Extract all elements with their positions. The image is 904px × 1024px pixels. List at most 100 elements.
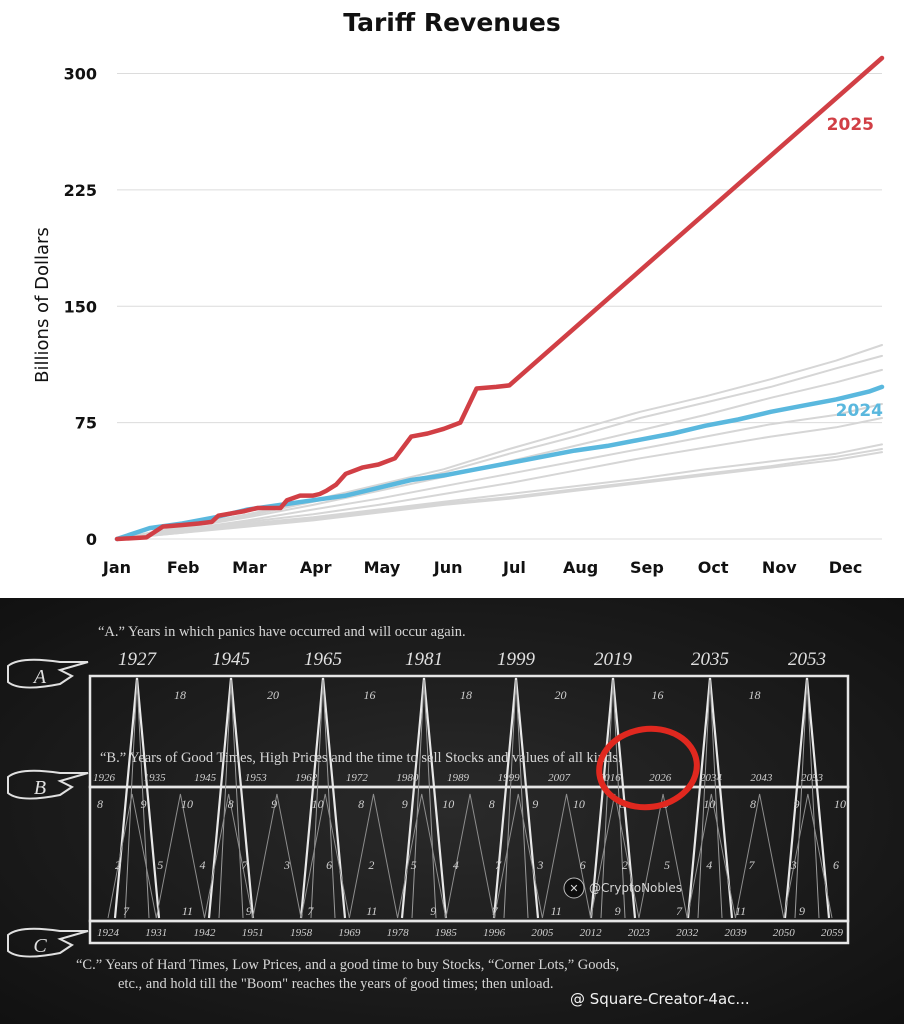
panic-interval: 20 (555, 688, 567, 702)
series-line-2024 (114, 384, 885, 542)
series-line-history (116, 451, 883, 540)
cycle-triangle (204, 793, 254, 919)
chart-panel: 0 75 150 225 300 Jan Feb Mar Apr May Jun Jul Aug Sep O… (32, 8, 885, 577)
inner-number-mid: 6 (580, 858, 586, 872)
hard-year: 1931 (145, 927, 167, 939)
chart-title: Tariff Revenues (343, 8, 561, 37)
cycle-triangle (686, 793, 736, 919)
pointing-hand-icon (7, 927, 89, 958)
grid-layer (117, 73, 882, 540)
x-tick-label: Feb (167, 558, 200, 577)
cycle-triangle (541, 793, 592, 919)
cycle-triangle (252, 793, 302, 919)
hard-year: 2005 (531, 927, 554, 939)
series-layer (114, 55, 885, 542)
row-b-marker: B (34, 777, 46, 799)
good-year: 1945 (194, 772, 217, 784)
good-year: 2007 (548, 772, 571, 784)
row-b-caption: “B.” Years of Good Times, High Prices an… (100, 750, 622, 766)
good-year: 1962 (295, 772, 318, 784)
cycle-triangle (783, 793, 833, 919)
inner-number-mid: 4 (199, 858, 205, 872)
hard-year: 1958 (290, 927, 313, 939)
inner-number-bottom: 9 (799, 904, 805, 918)
hard-year: 1978 (387, 927, 410, 939)
y-tick-label: 0 (86, 530, 97, 549)
social-handle: @CryptoNobles (589, 881, 682, 895)
series-label-2025: 2025 (827, 115, 874, 135)
good-year: 1980 (396, 772, 419, 784)
x-tick-label: Mar (232, 558, 267, 577)
inner-number-top: 9 (271, 797, 277, 811)
good-year: 2016 (599, 772, 622, 784)
hard-year: 1996 (483, 927, 506, 939)
hard-year: 2059 (821, 927, 844, 939)
inner-number-top: 10 (703, 797, 715, 811)
cycle-triangle (638, 793, 688, 919)
inner-number-top: 10 (573, 797, 585, 811)
x-logo-glyph: ✕ (569, 883, 578, 895)
good-year: 2034 (700, 772, 723, 784)
pointing-hand-icon (7, 658, 89, 689)
hard-year: 1951 (242, 927, 264, 939)
inner-number-bottom: 11 (366, 904, 377, 918)
hard-year: 1924 (97, 927, 120, 939)
panic-peak (113, 677, 161, 919)
inner-number-top: 10 (442, 797, 454, 811)
inner-number-bottom: 7 (676, 904, 683, 918)
cycle-triangle (397, 793, 447, 919)
cycle-triangle (155, 793, 206, 919)
inner-number-bottom: 7 (492, 904, 499, 918)
inner-number-bottom: 11 (735, 904, 746, 918)
row-a-marker: A (32, 666, 47, 688)
label-layer: 0 75 150 225 300 Jan Feb Mar Apr May Jun Jul Aug Sep O… (32, 65, 883, 577)
x-logo-icon (563, 877, 585, 899)
good-year: 1935 (144, 772, 167, 784)
panic-peak-inner (503, 679, 529, 919)
inner-number-bottom: 7 (123, 904, 130, 918)
good-year: 2043 (750, 772, 773, 784)
inner-number-mid: 4 (706, 858, 712, 872)
panic-peak-inner (124, 679, 150, 919)
good-year: 2026 (649, 772, 672, 784)
x-tick-label: Sep (630, 558, 664, 577)
x-tick-label: Oct (698, 558, 729, 577)
highlight-circle (596, 725, 700, 811)
y-tick-label: 225 (64, 181, 97, 200)
panic-peak-inner (600, 679, 626, 919)
inner-number-mid: 4 (453, 858, 459, 872)
inner-number-mid: 2 (115, 858, 121, 872)
inner-number-bottom: 7 (307, 904, 314, 918)
hard-year: 2023 (628, 927, 651, 939)
x-tick-label: Apr (300, 558, 332, 577)
cycle-triangle (348, 793, 399, 919)
panic-year: 2053 (788, 649, 826, 670)
row-c-caption-line2: etc., and hold till the "Boom" reaches t… (118, 976, 553, 992)
inner-number-bottom: 9 (246, 904, 252, 918)
cycle-triangle (734, 793, 785, 919)
inner-number-top: 9 (793, 797, 799, 811)
benner-cycle-chart: “A.” Years in which panics have occurred… (0, 598, 904, 1024)
inner-number-mid: 5 (157, 858, 163, 872)
x-tick-label: Jan (102, 558, 131, 577)
cycle-triangle (493, 793, 543, 919)
inner-number-bottom: 11 (182, 904, 193, 918)
hard-year: 2032 (676, 927, 699, 939)
inner-number-mid: 7 (495, 858, 502, 872)
panic-year: 1965 (304, 649, 342, 670)
hard-year: 1969 (338, 927, 361, 939)
inner-number-top: 8 (228, 797, 234, 811)
inner-number-mid: 5 (664, 858, 670, 872)
hard-year: 1985 (435, 927, 458, 939)
inner-number-mid: 6 (326, 858, 332, 872)
cycle-triangle (107, 793, 157, 919)
panic-interval: 18 (749, 688, 761, 702)
inner-number-mid: 2 (622, 858, 628, 872)
panic-peak-inner (411, 679, 437, 919)
inner-number-bottom: 9 (430, 904, 436, 918)
series-line-2025 (114, 55, 885, 542)
row-c-marker: C (33, 935, 47, 957)
x-tick-label: Dec (829, 558, 863, 577)
inner-number-mid: 5 (411, 858, 417, 872)
x-tick-label: May (364, 558, 401, 577)
